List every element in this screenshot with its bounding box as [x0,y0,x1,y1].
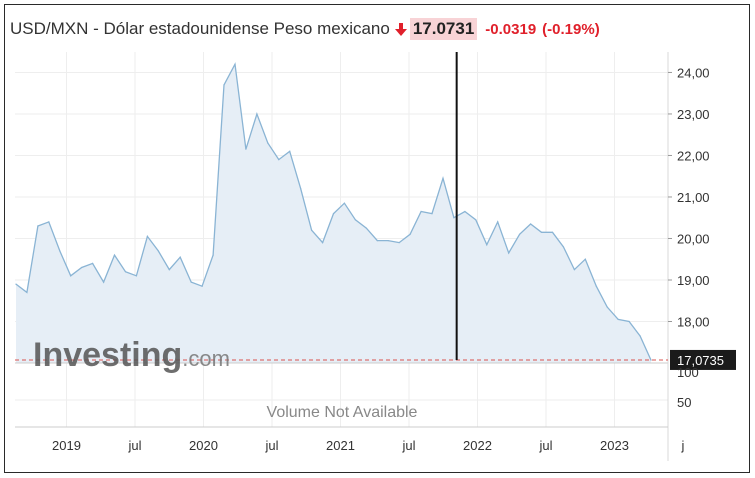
price-point [606,306,608,308]
price-points [15,63,652,361]
price-point [332,213,335,215]
x-tick-label: 2021 [326,438,355,453]
price-point [376,240,378,242]
axis-labels: 24,00 23,00 22,00 21,00 20,00 19,00 18,00 17,07… [52,65,736,453]
price-point [584,258,586,260]
x-tick-label: 2020 [189,438,218,453]
volume-note: Volume Not Available [267,404,418,421]
x-tick-label: jul [401,438,415,453]
volume-tick-label: 50 [677,395,691,410]
volume-tick-label: 100 [677,365,699,380]
y-tick-label: 19,00 [677,273,710,288]
price-point [453,217,455,219]
y-tick-label: 18,00 [677,314,710,329]
y-tick-label: 24,00 [677,65,710,80]
x-tick-label: 2023 [600,438,629,453]
price-point [387,240,389,242]
price-point [124,271,127,273]
price-point [48,221,50,223]
y-tick-label: 23,00 [677,107,710,122]
watermark-domain: .com [182,346,230,371]
price-point [289,150,291,152]
price-point [519,233,521,235]
axes [15,52,669,461]
x-tick-label: jul [264,438,278,453]
price-point [179,256,181,258]
price-point [113,254,116,256]
price-point [146,235,148,237]
price-point [245,148,247,150]
y-tick-label: 22,00 [677,148,710,163]
price-point [311,229,313,231]
price-point [103,281,105,283]
price-point [256,113,258,115]
price-point [223,84,225,86]
price-point [201,285,203,287]
chart-header: USD/MXN - Dólar estadounidense Peso mexi… [10,17,600,41]
price-point [464,210,466,213]
price-point [234,63,236,65]
price-point [212,254,214,256]
price-point [300,188,302,190]
price-point [59,250,61,252]
price-point [15,283,17,285]
price-point [267,142,269,144]
price-change: -0.0319 [485,20,537,38]
price-point [639,335,641,337]
last-price: 17.0731 [409,18,478,40]
instrument-title: USD/MXN - Dólar estadounidense Peso mexi… [10,19,390,38]
price-point [365,227,367,229]
y-tick-label: 20,00 [677,231,710,246]
price-point [81,266,83,269]
price-point [573,269,576,271]
x-tick-label: j [681,438,685,453]
price-point [322,242,324,244]
price-point [497,221,499,223]
price-point [486,244,488,246]
x-tick-label: 2019 [52,438,81,453]
price-point [475,219,477,221]
price-point [190,281,192,283]
price-point [540,231,543,233]
y-tick-label: 21,00 [677,190,710,205]
price-point [37,225,39,227]
down-arrow-icon [394,23,407,36]
price-change-percent: (-0.19%) [542,20,600,38]
price-point [398,242,400,244]
investing-watermark: Investing.com [33,336,230,374]
price-point [26,291,28,293]
price-point [92,262,94,264]
x-tick-label: jul [538,438,552,453]
price-point [354,219,356,221]
price-point [442,177,444,179]
current-price-badge [670,349,736,370]
price-point [431,213,433,215]
price-point [168,269,170,271]
price-point [617,318,619,320]
price-point [420,210,422,213]
price-point [551,231,554,233]
price-point [650,359,652,361]
price-point [343,202,345,204]
price-point [278,159,280,161]
price-point [508,252,510,254]
price-point [70,275,72,277]
watermark-brand: Investing [33,336,182,374]
price-point [595,285,597,287]
price-point [157,250,159,252]
price-point [562,246,565,248]
price-point [530,223,532,225]
x-tick-label: 2022 [463,438,492,453]
price-point [409,233,411,235]
price-point [628,320,630,323]
x-tick-label: jul [127,438,141,453]
current-price-label: 17,0735 [677,353,724,368]
price-point [135,275,137,277]
price-area-fill [16,64,651,363]
